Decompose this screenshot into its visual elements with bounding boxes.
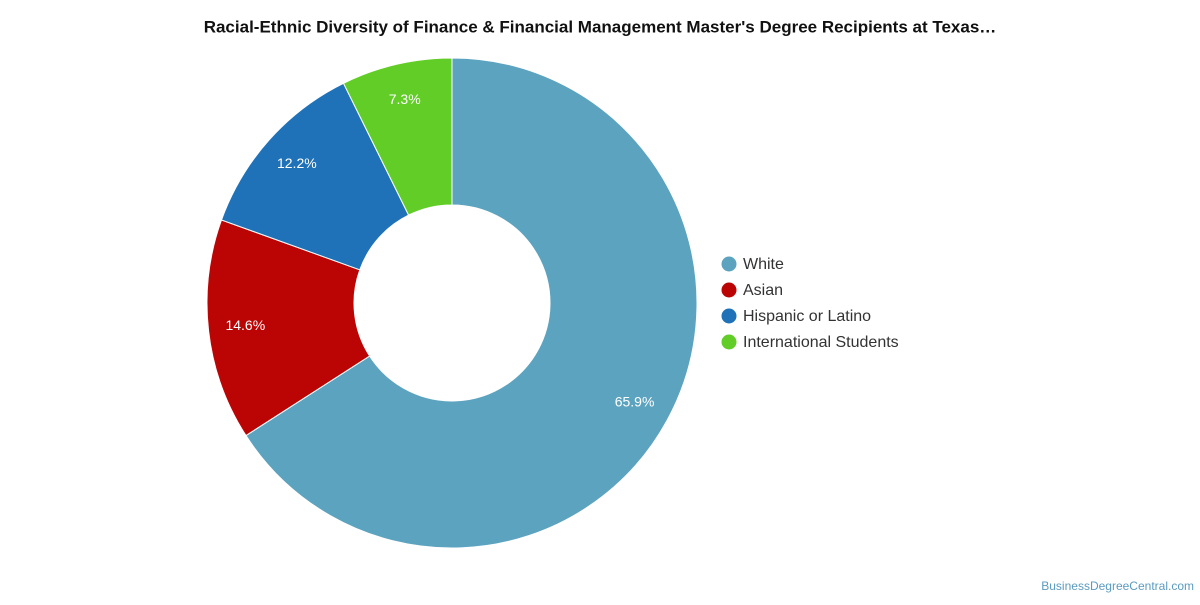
donut-slice — [245, 57, 698, 549]
legend-label: White — [743, 256, 784, 273]
donut-slice — [206, 219, 371, 437]
donut-slice — [342, 57, 453, 216]
legend-marker — [721, 334, 737, 350]
legend-label: Hispanic or Latino — [743, 308, 871, 325]
legend-marker — [721, 256, 737, 272]
source-link[interactable]: BusinessDegreeCentral.com — [1041, 579, 1194, 593]
value-label: 7.3% — [389, 91, 421, 107]
legend-label: International Students — [743, 334, 899, 351]
chart-title: Racial-Ethnic Diversity of Finance & Fin… — [204, 17, 997, 36]
value-label: 14.6% — [225, 317, 265, 333]
legend-marker — [721, 282, 737, 298]
value-label: 12.2% — [277, 155, 317, 171]
legend-label: Asian — [743, 282, 783, 299]
donut-slice — [220, 82, 410, 271]
legend-marker — [721, 308, 737, 324]
value-label: 65.9% — [615, 393, 655, 409]
